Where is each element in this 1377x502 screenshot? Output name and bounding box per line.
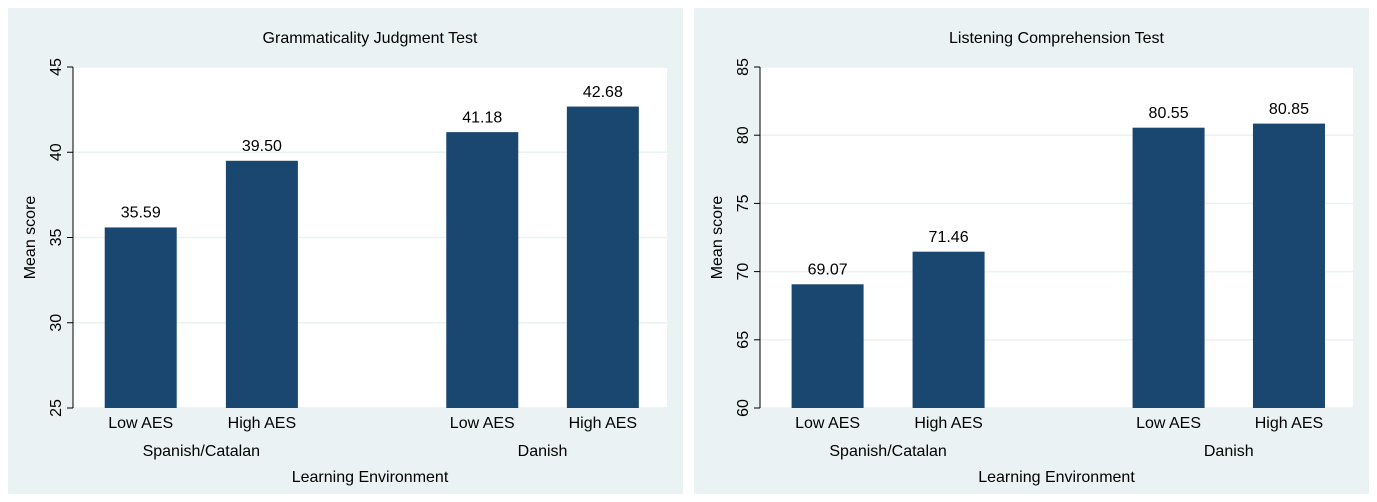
x-tick-label: Low AES <box>795 415 860 432</box>
bar <box>566 106 639 408</box>
y-tick-label: 45 <box>48 58 65 76</box>
value-label: 39.50 <box>242 138 282 155</box>
x-tick-label: High AES <box>1255 415 1323 432</box>
bar <box>912 251 985 408</box>
y-axis-label: Mean score <box>709 196 726 280</box>
bar <box>104 227 177 408</box>
value-label: 41.18 <box>462 109 502 126</box>
bar <box>446 132 519 409</box>
y-tick-label: 75 <box>735 194 752 212</box>
bar <box>1132 127 1205 408</box>
y-axis-label: Mean score <box>22 196 39 280</box>
y-tick-label: 25 <box>48 399 65 417</box>
bar <box>791 284 864 408</box>
value-label: 35.59 <box>121 205 161 222</box>
bar <box>225 160 298 408</box>
y-tick-label: 65 <box>735 331 752 349</box>
y-tick-label: 30 <box>48 314 65 332</box>
group-label: Danish <box>518 443 568 460</box>
group-label: Danish <box>1204 443 1254 460</box>
chart-title: Listening Comprehension Test <box>949 30 1165 47</box>
x-tick-label: High AES <box>914 415 982 432</box>
value-label: 80.85 <box>1269 101 1309 118</box>
y-tick-label: 70 <box>735 263 752 281</box>
value-label: 69.07 <box>808 262 848 279</box>
value-label: 42.68 <box>583 84 623 101</box>
x-tick-label: Low AES <box>108 415 173 432</box>
bar <box>1252 123 1325 408</box>
y-tick-label: 85 <box>735 58 752 76</box>
group-label: Spanish/Catalan <box>143 443 260 460</box>
value-label: 80.55 <box>1149 105 1189 122</box>
value-label: 71.46 <box>929 229 969 246</box>
chart-title: Grammaticality Judgment Test <box>263 30 478 47</box>
y-tick-label: 80 <box>735 126 752 144</box>
x-tick-label: High AES <box>228 415 296 432</box>
x-tick-label: High AES <box>569 415 637 432</box>
x-axis-label: Learning Environment <box>292 469 449 486</box>
x-tick-label: Low AES <box>1136 415 1201 432</box>
x-axis-label: Learning Environment <box>978 469 1135 486</box>
x-tick-label: Low AES <box>450 415 515 432</box>
y-tick-label: 60 <box>735 399 752 417</box>
y-tick-label: 40 <box>48 143 65 161</box>
group-label: Spanish/Catalan <box>829 443 946 460</box>
y-tick-label: 35 <box>48 229 65 247</box>
